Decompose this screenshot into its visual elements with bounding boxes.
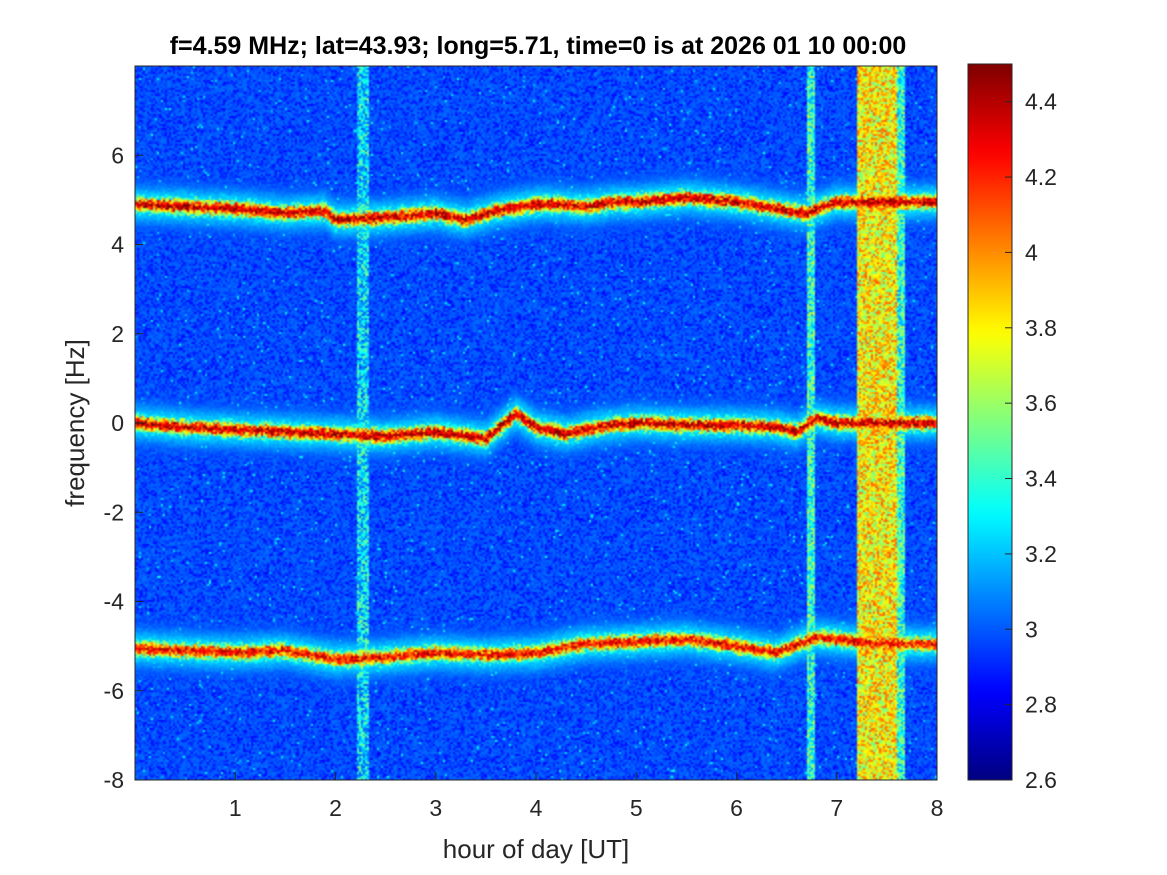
colorbar-tick-label: 4.4: [1025, 89, 1057, 115]
x-axis: 1 2 3 4 5 6 7 8: [229, 772, 944, 821]
x-axis-label: hour of day [UT]: [443, 834, 629, 864]
x-tick-label: 6: [730, 795, 743, 821]
y-tick-label: -4: [104, 589, 125, 615]
y-tick-label: 6: [111, 142, 124, 168]
y-axis-label: frequency [Hz]: [60, 339, 90, 507]
colorbar-tick-label: 3.4: [1025, 466, 1057, 492]
y-tick-label: 4: [111, 232, 124, 258]
colorbar-frame: [967, 63, 1013, 781]
colorbar-tick-label: 3.2: [1025, 541, 1057, 567]
x-tick-label: 7: [830, 795, 843, 821]
x-tick-label: 4: [530, 795, 543, 821]
y-tick-label: 2: [111, 321, 124, 347]
colorbar-tick-label: 3.6: [1025, 390, 1057, 416]
spectrogram-plot: 1 2 3 4 5 6 7 8 -8 -6 -4 -2 0 2 4 6: [104, 65, 944, 821]
y-tick-label: 0: [111, 410, 124, 436]
colorbar-tick-label: 3.8: [1025, 315, 1057, 341]
y-tick-label: -2: [104, 499, 124, 525]
x-tick-label: 8: [931, 795, 944, 821]
colorbar-tick-label: 3: [1025, 616, 1038, 642]
colorbar: 2.6 2.8 3 3.2 3.4 3.6 3.8 4 4.2 4.4: [967, 63, 1057, 793]
x-tick-label: 1: [229, 795, 242, 821]
y-axis: -8 -6 -4 -2 0 2 4 6: [104, 142, 143, 793]
colorbar-tick-label: 4: [1025, 239, 1038, 265]
spectrogram-heatmap: [135, 66, 937, 780]
colorbar-tick-label: 2.6: [1025, 767, 1057, 793]
x-tick-label: 2: [329, 795, 342, 821]
chart-title: f=4.59 MHz; lat=43.93; long=5.71, time=0…: [170, 32, 907, 60]
colorbar-tick-label: 2.8: [1025, 692, 1057, 718]
colorbar-gradient: [968, 64, 1012, 780]
colorbar-ticks: 2.6 2.8 3 3.2 3.4 3.6 3.8 4 4.2 4.4: [1005, 89, 1057, 793]
x-tick-label: 5: [630, 795, 643, 821]
x-tick-label: 3: [429, 795, 442, 821]
y-tick-label: -8: [104, 767, 124, 793]
colorbar-tick-label: 4.2: [1025, 164, 1057, 190]
y-tick-label: -6: [104, 678, 124, 704]
